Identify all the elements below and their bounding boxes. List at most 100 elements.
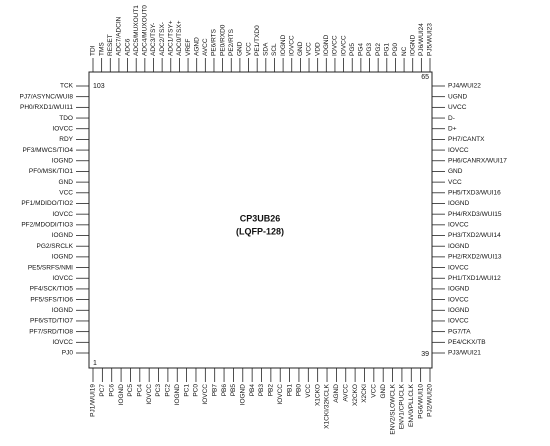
pin-label: PH2/RXD2/WUI13 — [448, 254, 502, 261]
pin-label: PG2/SRCLK — [37, 243, 74, 250]
pin-label: PG2 — [375, 43, 382, 56]
pin-label: PG3 — [366, 43, 373, 56]
pin-label: IOVCC — [52, 125, 73, 132]
pin-label: PG7/TA — [448, 328, 471, 335]
pin-label: PE4/CKX/TB — [448, 339, 486, 346]
pin-label: AGND — [193, 37, 200, 56]
pin-label: IOVCC — [340, 35, 347, 56]
pin-label: IOVCC — [448, 318, 469, 325]
pin-label: IOGND — [52, 232, 74, 239]
part-name: CP3UB26 — [240, 213, 281, 223]
pin-label: TDI — [90, 45, 97, 56]
pin-label: IOGND — [52, 254, 74, 261]
pin-label: PJ3/WUI21 — [448, 350, 481, 357]
pin-label: PE6/RTS — [211, 28, 218, 56]
pin-number: 65 — [421, 74, 429, 81]
chip-body — [88, 71, 433, 369]
pin-label: X2CKO — [352, 384, 359, 406]
pin-label: PF6/STD/TIO7 — [30, 318, 73, 325]
pin-label: AVCC — [202, 38, 209, 56]
pin-label: AGND — [333, 384, 340, 403]
pin-label: VCC — [245, 42, 252, 56]
pin-label: IOVCC — [52, 339, 73, 346]
pin-label: PH4/RXD3/WUI15 — [448, 211, 502, 218]
pin-label: PJ1/WUI19 — [90, 384, 97, 417]
pin-label: TMS — [98, 42, 105, 56]
pin-number: 39 — [421, 351, 429, 358]
pin-label: ADC7/ADCIN — [116, 16, 123, 56]
pin-label: GND — [297, 41, 304, 56]
pin-label: X1CKO — [314, 384, 321, 406]
pin-label: IOVCC — [448, 264, 469, 271]
pin-label: IOVCC — [277, 384, 284, 405]
pin-label: PJ6/WUI24 — [418, 23, 425, 56]
pin-label: PJ2/WUI20 — [427, 384, 434, 417]
pin-label: IOGND — [280, 34, 287, 56]
pin-label: IOVCC — [332, 35, 339, 56]
pin-label: PG1 — [384, 43, 391, 56]
pin-label: PG0 — [392, 43, 399, 56]
pin-label: VREF — [185, 39, 192, 56]
pin-label: NC — [401, 46, 408, 56]
pin-label: GND — [59, 179, 74, 186]
pin-label: PE5/SRFS/NMI — [28, 264, 73, 271]
pin-label: PC2 — [165, 384, 172, 397]
pin-label: IOGND — [52, 157, 74, 164]
pin-label: PF3/MWCS/TIO4 — [22, 147, 73, 154]
pin-label: IOVCC — [448, 147, 469, 154]
pin-label: PH5/TXD3/WUI16 — [448, 190, 501, 197]
pin-label: IOVCC — [288, 35, 295, 56]
pin-label: X2CKI — [361, 384, 368, 403]
pin-label: PJ7/ASYNC/WUI8 — [20, 93, 74, 100]
pin-label: PF2/MDODI/TIO3 — [21, 222, 73, 229]
pin-label: PC4 — [137, 384, 144, 397]
pin-label: IOGND — [409, 34, 416, 56]
pin-label: GND — [448, 168, 463, 175]
pin-label: X1CKI/32KCLK — [324, 383, 331, 428]
pin-label: ADC4/MUXOUT0 — [142, 5, 149, 56]
pin-label: ADC2/TSX- — [159, 22, 166, 56]
pin-label: PC5 — [127, 384, 134, 397]
pin-label: ENV1/CPUCLK — [399, 383, 406, 429]
pin-label: TDO — [59, 115, 73, 122]
pin-label: AVCC — [342, 384, 349, 402]
pin-label: PH6/CANRX/WUI17 — [448, 157, 507, 164]
pin-label: PH1/TXD1/WUI12 — [448, 275, 501, 282]
pin-label: VCC — [306, 42, 313, 56]
pin-label: VCC — [371, 384, 378, 398]
pin-label: PB0 — [296, 384, 303, 397]
pin-label: PC1 — [183, 384, 190, 397]
pin-label: PB4 — [249, 384, 256, 397]
pin-label: IOGND — [448, 307, 470, 314]
pin-label: SDA — [263, 42, 270, 56]
pin-label: PJ0 — [62, 350, 74, 357]
pin-label: ADC3/TSY- — [150, 23, 157, 56]
pin-label: D- — [448, 115, 455, 122]
pin-label: PE0/RXD0 — [219, 24, 226, 56]
pin-label: PC7 — [99, 384, 106, 397]
pin-label: IOVCC — [202, 384, 209, 405]
pin-label: PE2/RTS — [228, 28, 235, 56]
pin-label: PC3 — [155, 384, 162, 397]
pin-label: PB6 — [221, 384, 228, 397]
pin-label: PJ5/WUI23 — [427, 23, 434, 56]
pin-label: PH0/RXD1/WUI11 — [20, 104, 73, 111]
pin-label: IOGND — [239, 384, 246, 406]
pin-label: IOGND — [118, 384, 125, 406]
pin-label: PF5/SFS/TIO6 — [30, 296, 73, 303]
pin-label: VCC — [448, 179, 462, 186]
pin-label: ADC6 — [124, 38, 131, 56]
pin-label: ADC0/TSX+ — [176, 20, 183, 56]
pin-number: 103 — [93, 83, 105, 90]
pin-label: TCK — [60, 83, 74, 90]
pin-label: PF0/MSK/TIO1 — [29, 168, 73, 175]
pin-label: PH3/TXD2/WUI14 — [448, 232, 501, 239]
package-name: (LQFP-128) — [236, 226, 284, 236]
pin-label: PH7/CANTX — [448, 136, 485, 143]
pin-label: PJ4/WUI22 — [448, 83, 481, 90]
pin-label: PB5 — [230, 384, 237, 397]
pin-label: RDY — [59, 136, 73, 143]
pin-label: IOGND — [448, 286, 470, 293]
pin-label: IOVCC — [146, 384, 153, 405]
